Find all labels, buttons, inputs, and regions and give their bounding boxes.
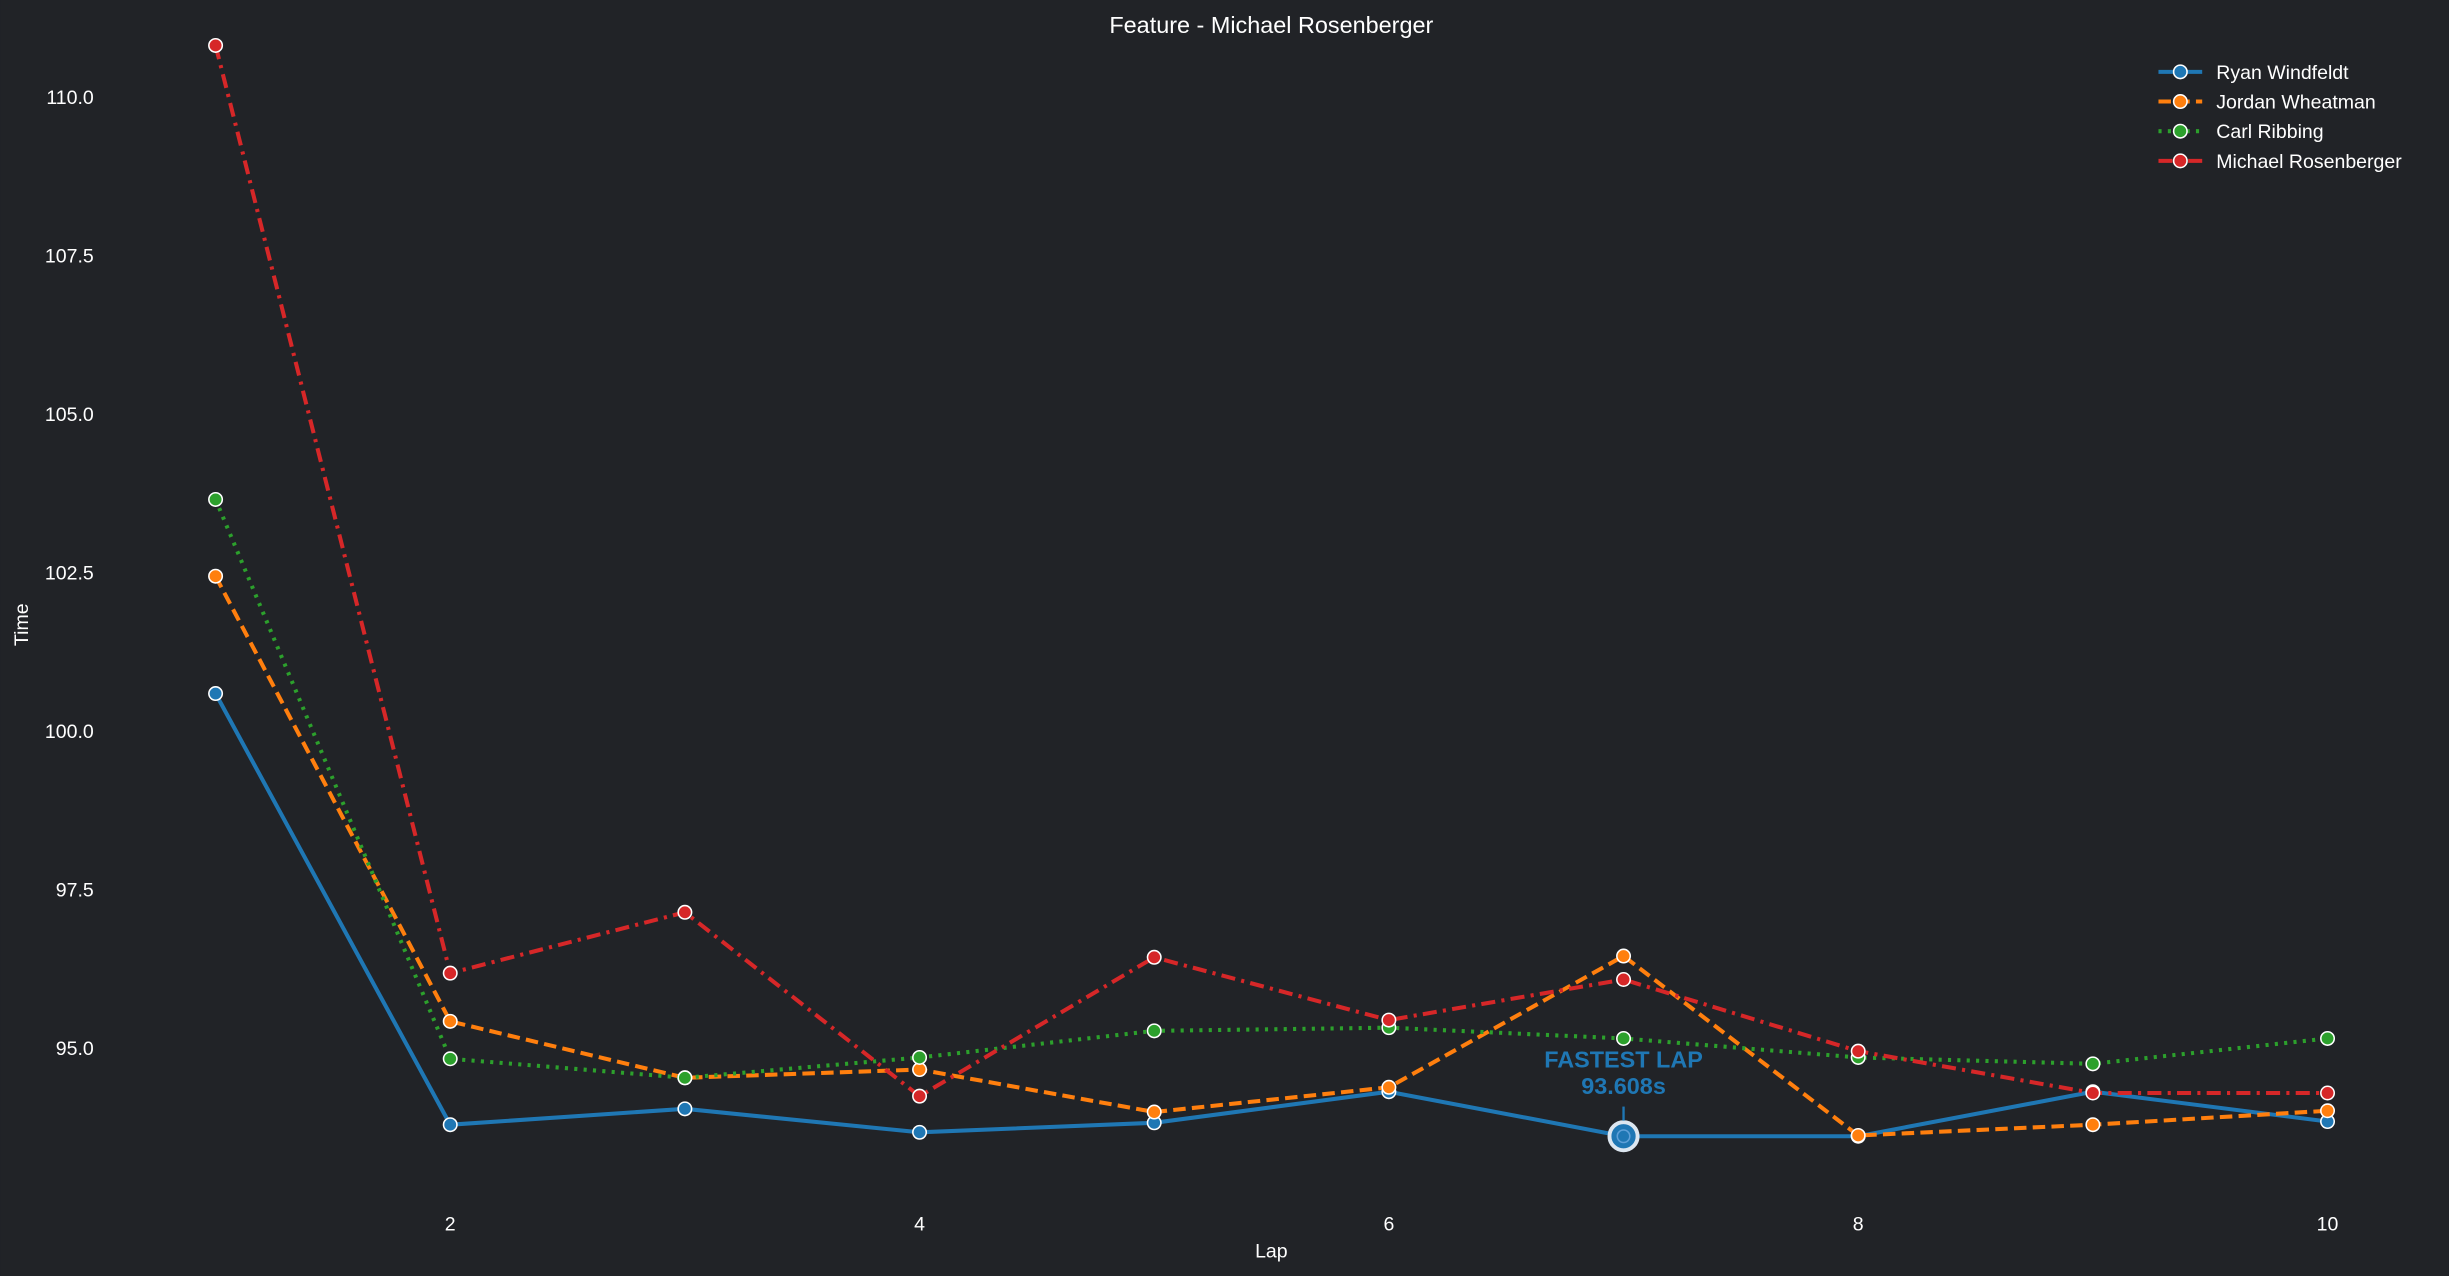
data-point xyxy=(1146,1023,1162,1039)
data-point xyxy=(442,1051,458,1067)
data-point xyxy=(2085,1085,2101,1101)
fastest-lap-marker-inner xyxy=(1616,1129,1631,1144)
data-point xyxy=(2320,1030,2336,1046)
data-point xyxy=(1381,1012,1397,1028)
data-point xyxy=(677,1070,693,1086)
data-point xyxy=(912,1088,928,1104)
data-point xyxy=(2320,1103,2336,1119)
legend-label: Ryan Windfeldt xyxy=(2216,62,2349,84)
legend-label: Carl Ribbing xyxy=(2216,121,2323,143)
series-line xyxy=(213,692,2328,1139)
x-tick-label: 6 xyxy=(1383,1214,1394,1236)
data-point xyxy=(1616,971,1632,987)
fastest-lap-value: 93.608s xyxy=(1581,1073,1666,1099)
data-point xyxy=(1616,948,1632,964)
legend-item: Carl Ribbing xyxy=(2158,121,2324,143)
series-michael-rosenberger xyxy=(208,37,2336,1104)
data-point xyxy=(1381,1079,1397,1095)
x-tick-label: 4 xyxy=(914,1214,925,1236)
data-point xyxy=(1146,1104,1162,1120)
data-point xyxy=(1850,1127,1866,1143)
series-line xyxy=(213,575,2328,1138)
x-axis-label: Lap xyxy=(1255,1240,1288,1262)
fastest-lap-marker xyxy=(1607,1120,1640,1153)
legend-label: Michael Rosenberger xyxy=(2216,151,2402,173)
data-point xyxy=(2085,1117,2101,1133)
legend-item: Jordan Wheatman xyxy=(2158,92,2376,114)
data-point xyxy=(677,1101,693,1117)
legend-marker xyxy=(2172,153,2188,169)
y-tick-label: 100.0 xyxy=(45,721,94,743)
data-point xyxy=(442,965,458,981)
data-point xyxy=(208,37,224,53)
y-axis-label: Time xyxy=(11,603,33,646)
y-tick-label: 97.5 xyxy=(56,879,94,901)
x-tick-label: 2 xyxy=(445,1214,456,1236)
data-point xyxy=(2085,1056,2101,1072)
series-line xyxy=(213,44,2328,1099)
data-point xyxy=(2320,1085,2336,1101)
legend-label: Jordan Wheatman xyxy=(2216,92,2375,114)
data-point xyxy=(1850,1043,1866,1059)
data-point xyxy=(912,1049,928,1065)
legend-item: Michael Rosenberger xyxy=(2158,151,2402,173)
data-point xyxy=(912,1124,928,1140)
x-tick-label: 10 xyxy=(2317,1214,2339,1236)
legend: Ryan Windfeldt Jordan Wheatman Carl Ribbin… xyxy=(2158,62,2402,173)
data-point xyxy=(442,1013,458,1029)
legend-marker xyxy=(2172,123,2188,139)
chart-title: Feature - Michael Rosenberger xyxy=(1109,12,1433,38)
legend-marker xyxy=(2172,64,2188,80)
fastest-lap-title: FASTEST LAP xyxy=(1544,1047,1703,1073)
data-point xyxy=(208,491,224,507)
legend-item: Ryan Windfeldt xyxy=(2158,62,2349,84)
series-line xyxy=(213,498,2328,1080)
y-tick-label: 102.5 xyxy=(45,562,94,584)
x-tick-label: 8 xyxy=(1853,1214,1864,1236)
data-point xyxy=(208,686,224,702)
data-point xyxy=(442,1117,458,1133)
y-tick-label: 107.5 xyxy=(45,245,94,267)
y-tick-label: 110.0 xyxy=(46,87,94,109)
data-point xyxy=(1146,949,1162,965)
y-tick-label: 105.0 xyxy=(45,404,94,426)
legend-marker xyxy=(2172,94,2188,110)
y-tick-label: 95.0 xyxy=(56,1038,94,1060)
data-point xyxy=(208,568,224,584)
data-point xyxy=(1616,1030,1632,1046)
data-point xyxy=(677,904,693,920)
